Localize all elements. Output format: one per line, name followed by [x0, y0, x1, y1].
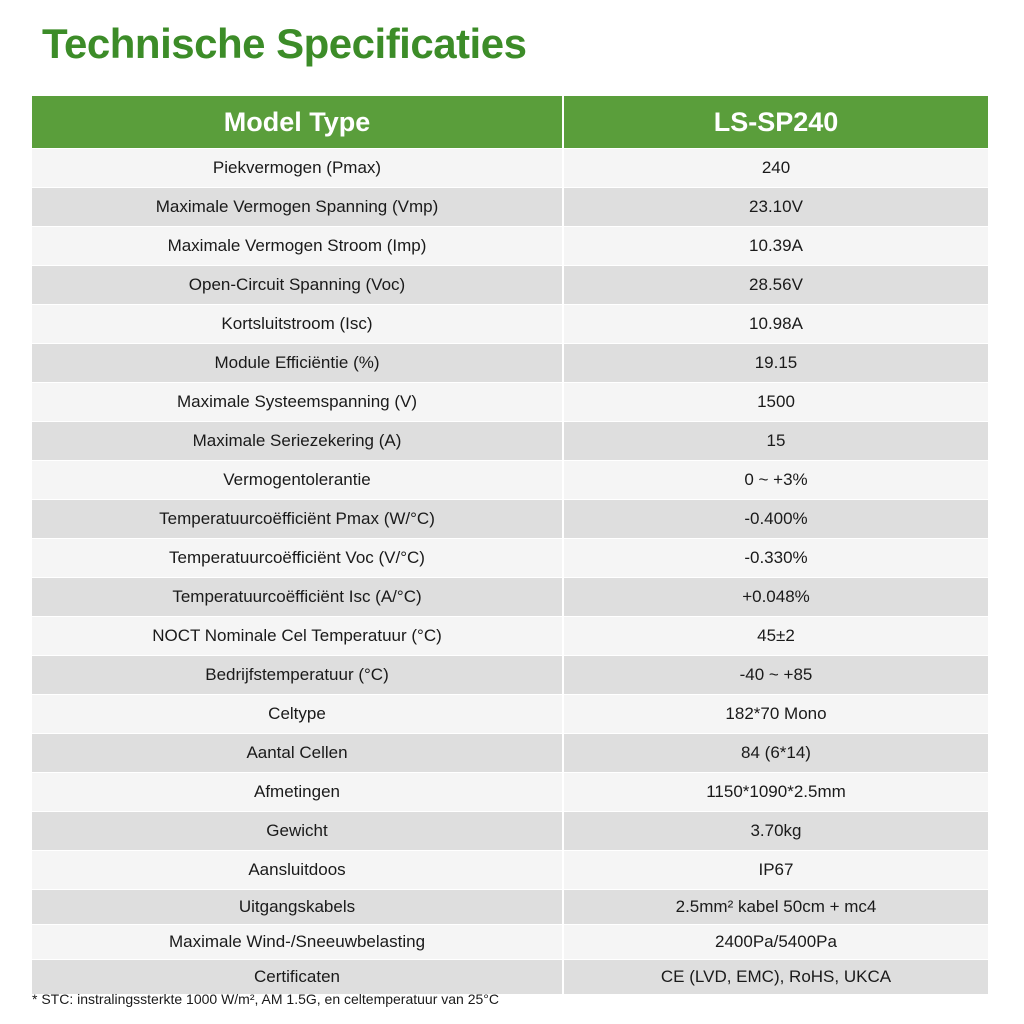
table-row: Afmetingen 1150*1090*2.5mm: [32, 772, 988, 812]
table-row: Gewicht 3.70kg: [32, 811, 988, 851]
row-value: 240: [562, 148, 988, 188]
row-label: Vermogentolerantie: [32, 460, 563, 500]
page-title: Technische Specificaties: [42, 20, 527, 67]
row-value: 23.10V: [562, 187, 988, 227]
table-row: Certificaten CE (LVD, EMC), RoHS, UKCA: [32, 959, 988, 994]
row-label: Aansluitdoos: [32, 850, 563, 890]
row-label: Gewicht: [32, 811, 563, 851]
row-label: Maximale Seriezekering (A): [32, 421, 563, 461]
table-row: Maximale Systeemspanning (V) 1500: [32, 382, 988, 422]
table-row: NOCT Nominale Cel Temperatuur (°C) 45±2: [32, 616, 988, 656]
row-value: -0.400%: [562, 499, 988, 539]
footnote: * STC: instralingssterkte 1000 W/m², AM …: [32, 991, 500, 1007]
row-value: 28.56V: [562, 265, 988, 305]
row-value: 1500: [562, 382, 988, 422]
row-value: 10.98A: [562, 304, 988, 344]
table-row: Module Efficiëntie (%) 19.15: [32, 343, 988, 383]
table-row: Maximale Wind-/Sneeuwbelasting 2400Pa/54…: [32, 924, 988, 960]
table-row: Maximale Vermogen Spanning (Vmp) 23.10V: [32, 187, 988, 227]
table-row: Aantal Cellen 84 (6*14): [32, 733, 988, 773]
table-row: Bedrijfstemperatuur (°C) -40 ~ +85: [32, 655, 988, 695]
table-row: Temperatuurcoëfficiënt Voc (V/°C) -0.330…: [32, 538, 988, 578]
row-value: 10.39A: [562, 226, 988, 266]
spec-table: Model Type LS-SP240 Piekvermogen (Pmax) …: [32, 96, 988, 994]
table-row: Open-Circuit Spanning (Voc) 28.56V: [32, 265, 988, 305]
row-value: 45±2: [562, 616, 988, 656]
row-value: 0 ~ +3%: [562, 460, 988, 500]
table-row: Vermogentolerantie 0 ~ +3%: [32, 460, 988, 500]
row-label: Maximale Systeemspanning (V): [32, 382, 563, 422]
table-row: Temperatuurcoëfficiënt Isc (A/°C) +0.048…: [32, 577, 988, 617]
table-row: Maximale Seriezekering (A) 15: [32, 421, 988, 461]
table-row: Celtype 182*70 Mono: [32, 694, 988, 734]
row-label: Uitgangskabels: [32, 889, 563, 925]
row-value: 3.70kg: [562, 811, 988, 851]
row-label: Afmetingen: [32, 772, 563, 812]
row-label: Piekvermogen (Pmax): [32, 148, 563, 188]
table-row: Piekvermogen (Pmax) 240: [32, 148, 988, 188]
row-value: 84 (6*14): [562, 733, 988, 773]
row-label: Maximale Vermogen Stroom (Imp): [32, 226, 563, 266]
row-label: Temperatuurcoëfficiënt Pmax (W/°C): [32, 499, 563, 539]
row-label: Temperatuurcoëfficiënt Voc (V/°C): [32, 538, 563, 578]
row-label: Maximale Wind-/Sneeuwbelasting: [32, 924, 563, 960]
row-label: Bedrijfstemperatuur (°C): [32, 655, 563, 695]
table-row: Kortsluitstroom (Isc) 10.98A: [32, 304, 988, 344]
row-label: NOCT Nominale Cel Temperatuur (°C): [32, 616, 563, 656]
row-value: CE (LVD, EMC), RoHS, UKCA: [562, 959, 988, 994]
table-header-row: Model Type LS-SP240: [32, 96, 988, 149]
row-label: Certificaten: [32, 959, 563, 994]
row-label: Maximale Vermogen Spanning (Vmp): [32, 187, 563, 227]
row-label: Aantal Cellen: [32, 733, 563, 773]
row-label: Temperatuurcoëfficiënt Isc (A/°C): [32, 577, 563, 617]
row-value: 1150*1090*2.5mm: [562, 772, 988, 812]
row-value: -40 ~ +85: [562, 655, 988, 695]
table-row: Uitgangskabels 2.5mm² kabel 50cm + mc4: [32, 889, 988, 925]
row-value: 2400Pa/5400Pa: [562, 924, 988, 960]
row-value: -0.330%: [562, 538, 988, 578]
table-row: Maximale Vermogen Stroom (Imp) 10.39A: [32, 226, 988, 266]
row-label: Open-Circuit Spanning (Voc): [32, 265, 563, 305]
row-value: 19.15: [562, 343, 988, 383]
row-value: 2.5mm² kabel 50cm + mc4: [562, 889, 988, 925]
row-label: Celtype: [32, 694, 563, 734]
header-cell-parameter: Model Type: [32, 96, 563, 149]
row-value: IP67: [562, 850, 988, 890]
row-value: +0.048%: [562, 577, 988, 617]
table-row: Temperatuurcoëfficiënt Pmax (W/°C) -0.40…: [32, 499, 988, 539]
row-label: Kortsluitstroom (Isc): [32, 304, 563, 344]
row-label: Module Efficiëntie (%): [32, 343, 563, 383]
table-row: Aansluitdoos IP67: [32, 850, 988, 890]
row-value: 182*70 Mono: [562, 694, 988, 734]
header-cell-model: LS-SP240: [562, 96, 988, 149]
row-value: 15: [562, 421, 988, 461]
